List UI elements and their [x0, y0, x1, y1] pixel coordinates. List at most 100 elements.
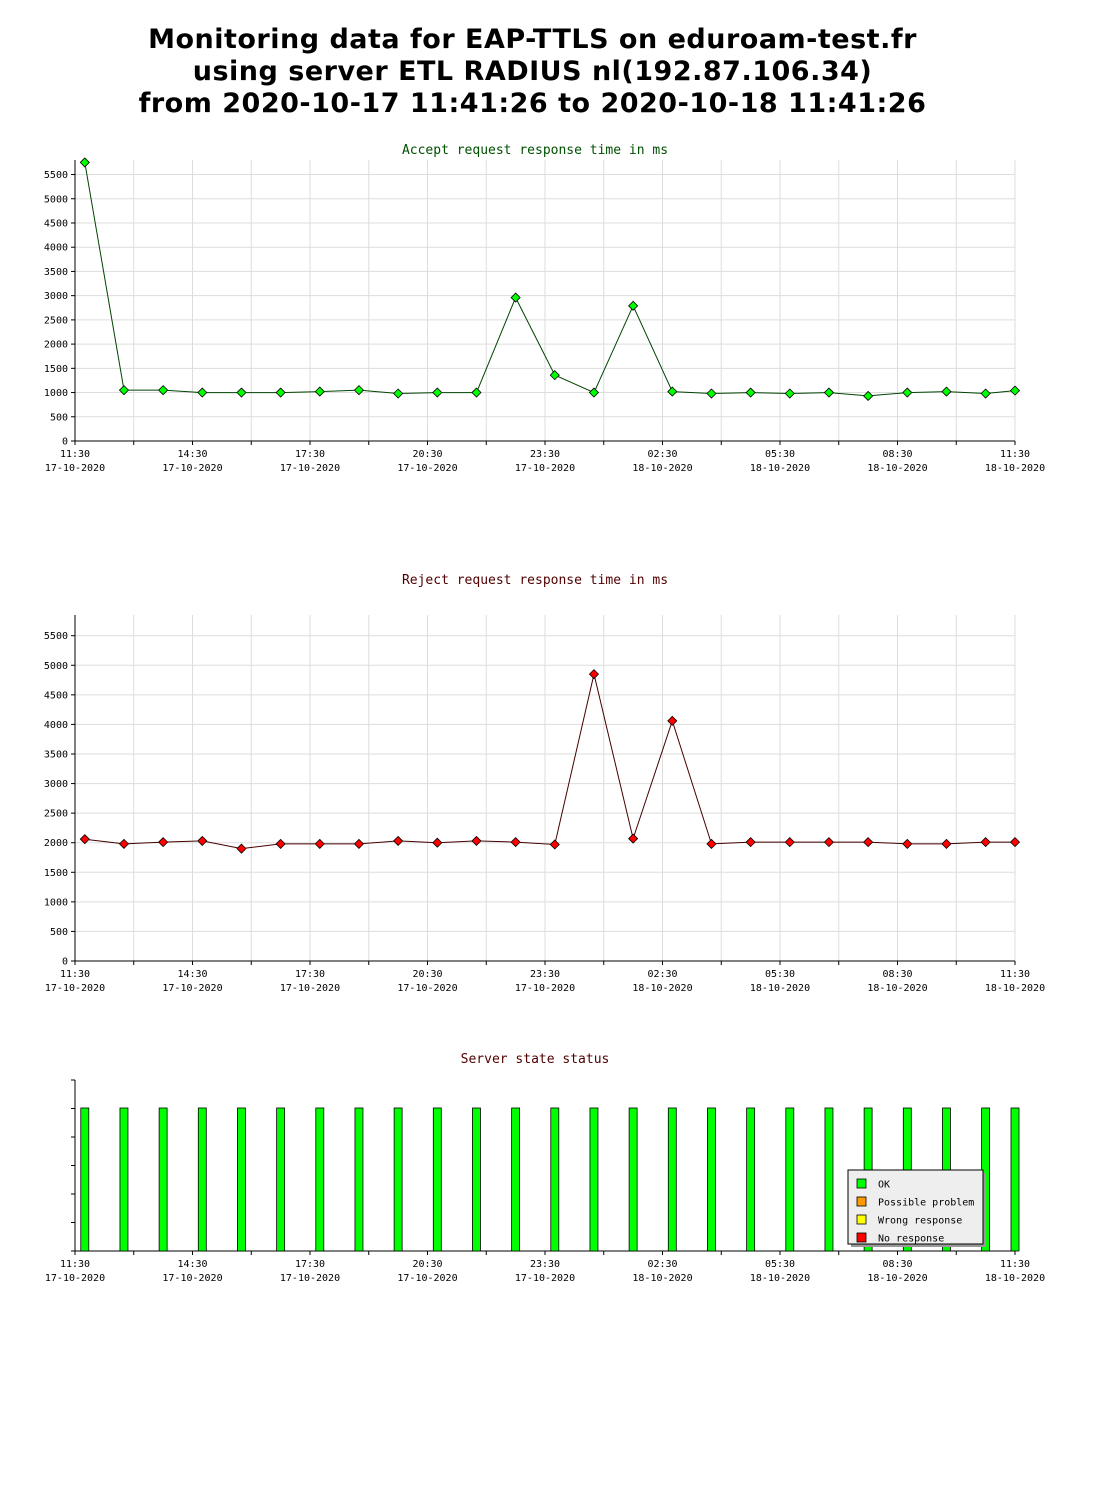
accept-data-point	[941, 386, 952, 397]
accept-x-tick-date: 17-10-2020	[45, 463, 105, 474]
accept-data-point	[236, 387, 247, 398]
accept-x-tick-time: 11:30	[1000, 449, 1030, 460]
legend-swatch	[856, 1196, 867, 1207]
reject-series-line	[84, 673, 1015, 850]
status-bar	[197, 1107, 207, 1252]
reject-x-tick-time: 02:30	[647, 969, 677, 980]
accept-data-point	[980, 388, 991, 399]
accept-y-tick-label: 2000	[44, 340, 68, 351]
status-bar	[746, 1107, 756, 1252]
reject-y-tick-label: 1500	[44, 868, 68, 879]
page-title-line-2: using server ETL RADIUS nl(192.87.106.34…	[192, 56, 873, 87]
accept-data-point	[706, 388, 717, 399]
accept-data-point	[510, 292, 521, 303]
reject-response-time-chart: Reject request response time in ms 0 500 10…	[44, 573, 1045, 994]
accept-x-tick-time: 20:30	[412, 449, 442, 460]
reject-y-tick-label: 4000	[44, 720, 68, 731]
status-title: Server state status	[461, 1052, 610, 1067]
accept-data-point	[471, 387, 482, 398]
status-x-tick-time: 20:30	[412, 1259, 442, 1270]
reject-data-point	[667, 715, 678, 726]
accept-x-tick-date: 18-10-2020	[750, 463, 810, 474]
reject-data-point	[745, 837, 756, 848]
reject-data-point	[79, 834, 90, 845]
reject-x-tick-date: 18-10-2020	[750, 983, 810, 994]
reject-data-point	[588, 669, 600, 680]
status-bar	[667, 1107, 677, 1252]
accept-series-line	[84, 162, 1016, 397]
accept-data-point	[863, 390, 874, 402]
reject-y-tick-label: 3500	[44, 749, 68, 760]
accept-x-tick-date: 17-10-2020	[162, 463, 222, 474]
accept-data-point	[902, 387, 913, 398]
accept-y-tick-label: 5000	[44, 194, 68, 205]
reject-x-tick-date: 17-10-2020	[515, 983, 575, 994]
reject-x-tick-date: 18-10-2020	[985, 983, 1045, 994]
accept-x-tick-time: 23:30	[530, 449, 560, 460]
accept-data-point	[628, 300, 639, 311]
legend-label: Wrong response	[878, 1216, 962, 1227]
reject-y-tick-label: 2000	[44, 838, 68, 849]
status-x-tick-date: 17-10-2020	[397, 1273, 457, 1284]
reject-data-point	[941, 838, 952, 849]
status-bar	[707, 1107, 716, 1252]
legend-box	[847, 1169, 984, 1245]
reject-data-point	[275, 838, 286, 849]
reject-data-point	[628, 833, 639, 844]
accept-response-time-chart: Accept request response time in ms 0 500 10…	[44, 143, 1045, 474]
status-x-tick-time: 14:30	[177, 1259, 207, 1270]
accept-x-tick-date: 18-10-2020	[632, 463, 692, 474]
accept-x-tick-date: 17-10-2020	[397, 463, 457, 474]
reject-y-tick-label: 5000	[44, 661, 68, 672]
accept-x-tick-time: 08:30	[882, 449, 912, 460]
reject-data-point	[706, 838, 717, 849]
status-bar	[511, 1107, 521, 1252]
status-x-tick-date: 18-10-2020	[985, 1273, 1045, 1284]
reject-x-tick-time: 11:30	[1000, 969, 1030, 980]
accept-data-point	[314, 386, 325, 397]
accept-x-tick-date: 18-10-2020	[867, 463, 927, 474]
accept-y-tick-label: 3000	[44, 291, 68, 302]
legend-label: Possible problem	[878, 1198, 974, 1209]
status-bar	[432, 1107, 442, 1252]
status-bar	[1010, 1107, 1020, 1252]
accept-x-tick-date: 18-10-2020	[985, 463, 1045, 474]
accept-y-tick-label: 3500	[44, 267, 68, 278]
reject-x-tick-time: 14:30	[177, 969, 207, 980]
reject-data-point	[863, 837, 874, 848]
status-x-tick-time: 11:30	[60, 1259, 90, 1270]
accept-data-point	[197, 387, 208, 398]
status-x-tick-time: 23:30	[530, 1259, 560, 1270]
accept-data-point	[667, 386, 678, 397]
status-bar	[237, 1107, 246, 1252]
accept-x-tick-time: 11:30	[60, 449, 90, 460]
page-title-line-3: from 2020-10-17 11:41:26 to 2020-10-18 1…	[138, 88, 927, 119]
accept-y-tick-label: 4500	[44, 218, 68, 229]
status-bar	[628, 1107, 638, 1252]
status-bar	[354, 1107, 364, 1252]
reject-x-tick-date: 17-10-2020	[397, 983, 457, 994]
accept-data-point	[275, 387, 286, 398]
reject-x-tick-date: 17-10-2020	[45, 983, 105, 994]
page-header: Monitoring data for EAP-TTLS on eduroam-…	[0, 24, 1065, 120]
accept-y-tick-label: 1000	[44, 388, 68, 399]
accept-data-point	[588, 387, 600, 398]
accept-data-point	[393, 388, 404, 399]
status-bar	[550, 1107, 560, 1252]
reject-data-point	[236, 843, 247, 854]
status-bar	[472, 1107, 481, 1252]
legend-label: No response	[878, 1234, 944, 1245]
accept-x-tick-time: 17:30	[295, 449, 325, 460]
accept-data-point	[353, 385, 365, 396]
reject-x-tick-time: 23:30	[530, 969, 560, 980]
accept-y-tick-label: 2500	[44, 315, 68, 326]
accept-data-point	[784, 388, 795, 399]
legend-swatch	[856, 1178, 867, 1189]
accept-data-point	[823, 387, 835, 398]
accept-data-point	[1009, 385, 1021, 396]
reject-data-point	[118, 838, 130, 849]
legend-swatch	[856, 1214, 867, 1225]
accept-y-tick-label: 4000	[44, 243, 68, 254]
reject-title: Reject request response time in ms	[402, 573, 668, 588]
reject-data-point	[510, 837, 521, 848]
